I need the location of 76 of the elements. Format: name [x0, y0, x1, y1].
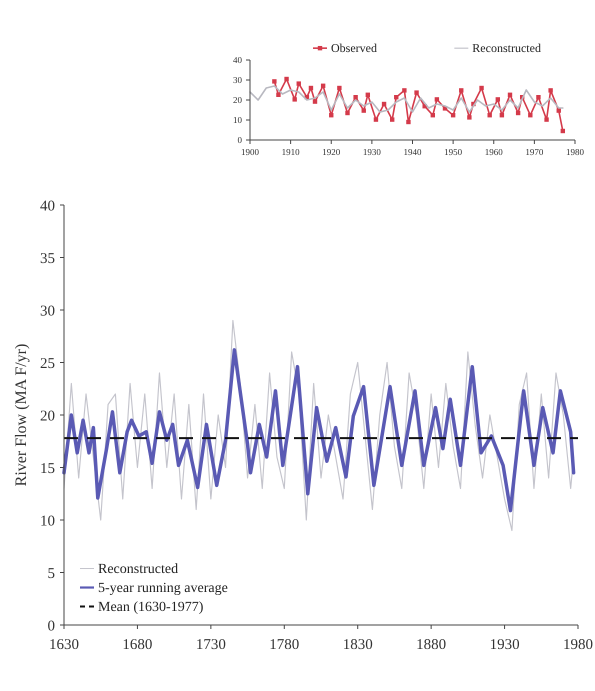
x-tick-label: 1930 [490, 637, 520, 653]
x-tick-label: 1680 [122, 637, 152, 653]
y-tick-label: 20 [233, 95, 242, 106]
legend-label: Reconstructed [98, 562, 178, 577]
point [508, 92, 512, 97]
x-tick-label: 1940 [404, 147, 422, 157]
point [382, 102, 386, 106]
point [560, 128, 566, 134]
y-tick-label: 15 [40, 460, 55, 477]
legend-label: 5-year running average [98, 581, 228, 596]
x-tick-label: 1910 [282, 147, 300, 157]
point [536, 95, 541, 100]
y-tick-label: 0 [48, 618, 55, 634]
y-tick-label: 35 [40, 250, 55, 267]
point [374, 117, 378, 122]
point [276, 92, 281, 97]
y-tick-label: 25 [40, 356, 55, 372]
point [500, 113, 504, 118]
x-tick-label: 1780 [269, 637, 300, 653]
point [544, 117, 549, 122]
point [414, 90, 419, 95]
point [430, 113, 436, 118]
x-tick-label: 1900 [241, 147, 260, 157]
point [516, 110, 520, 116]
point [487, 113, 492, 118]
point [329, 113, 334, 118]
point [450, 113, 456, 118]
legend-label: Reconstructed [472, 41, 541, 55]
point [296, 81, 301, 86]
point [390, 117, 394, 122]
point [528, 113, 533, 118]
y-tick-label: 40 [233, 55, 242, 66]
point [308, 86, 314, 90]
y-axis-title: River Flow (MA F/yr) [13, 344, 30, 486]
point [548, 88, 553, 93]
point [556, 108, 561, 113]
y-tick-label: 30 [233, 75, 242, 86]
point [467, 115, 472, 120]
point [312, 99, 318, 104]
x-tick-label: 1920 [322, 147, 341, 157]
line-series [249, 85, 564, 113]
point [479, 86, 484, 90]
point [496, 97, 500, 102]
point [366, 92, 370, 97]
y-tick-label: 10 [233, 115, 242, 126]
point [459, 88, 464, 93]
y-tick-label: 0 [238, 135, 242, 146]
x-tick-label: 1730 [196, 637, 226, 653]
x-tick-label: 1950 [444, 147, 463, 157]
legend-label: Observed [331, 41, 377, 55]
x-tick-label: 1980 [563, 637, 593, 653]
x-tick-label: 1960 [484, 147, 504, 157]
point [337, 86, 342, 90]
point [394, 95, 398, 100]
line-series [62, 348, 576, 512]
point [406, 120, 411, 124]
point [284, 76, 289, 82]
point [402, 88, 407, 93]
point [272, 79, 277, 84]
x-tick-label: 1630 [49, 637, 79, 653]
y-tick-label: 10 [40, 513, 55, 530]
y-tick-label: 5 [48, 566, 55, 582]
point [320, 84, 326, 88]
x-tick-label: 1970 [525, 147, 544, 157]
point [292, 97, 297, 102]
point [362, 108, 366, 113]
y-tick-label: 20 [40, 408, 55, 424]
x-tick-label: 1830 [342, 637, 373, 653]
y-tick-label: 40 [40, 198, 55, 214]
point [434, 97, 440, 102]
point [353, 95, 358, 100]
legend-label: Mean (1630-1977) [98, 600, 204, 615]
x-tick-label: 1880 [416, 637, 446, 653]
x-tick-label: 1980 [566, 147, 584, 157]
x-tick-label: 1930 [362, 147, 382, 157]
y-tick-label: 30 [40, 303, 55, 320]
